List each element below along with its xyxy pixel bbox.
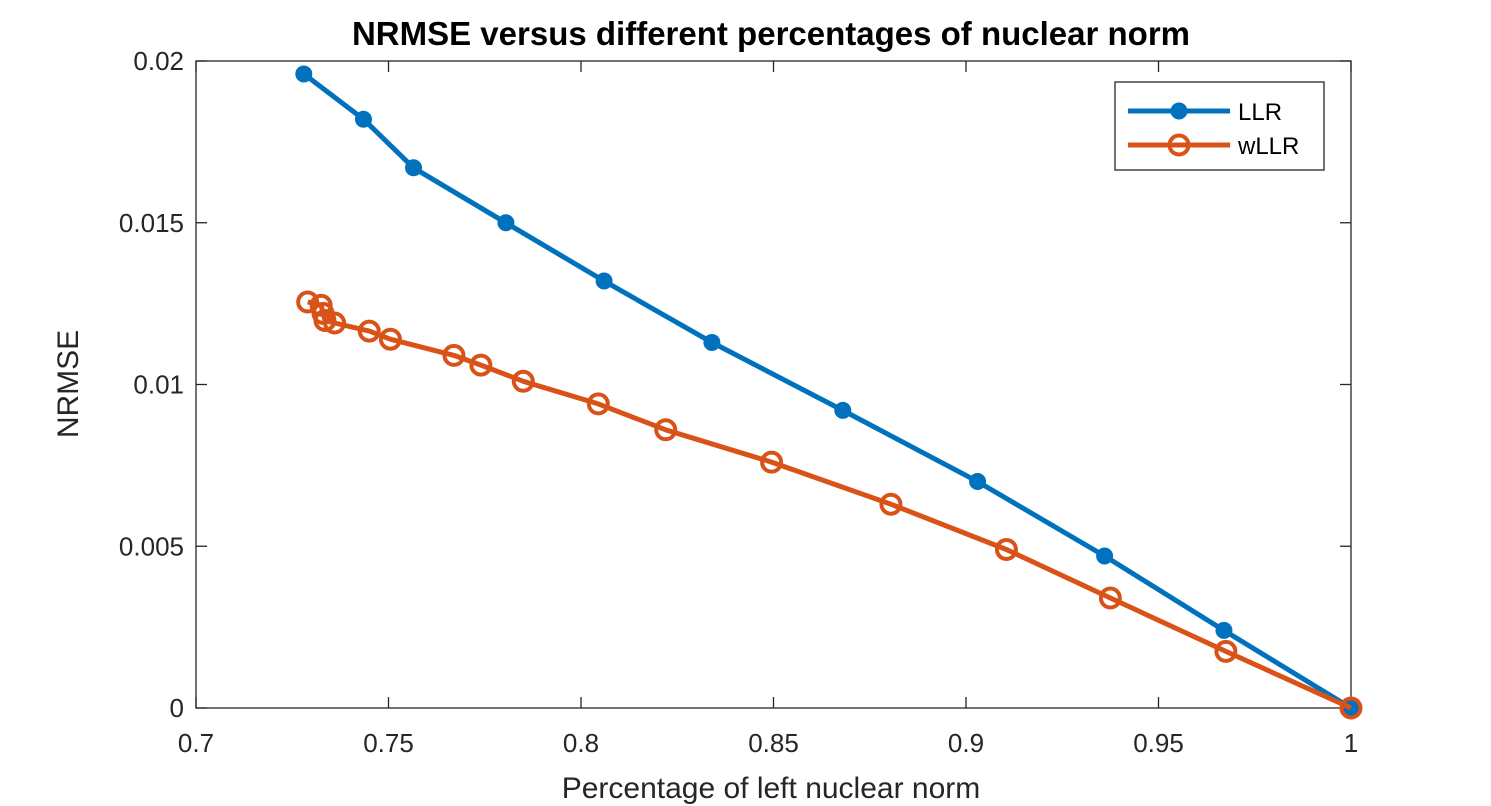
y-tick-label: 0.015 xyxy=(119,208,184,238)
data-point xyxy=(354,110,372,128)
data-point xyxy=(497,214,515,232)
x-tick-label: 0.95 xyxy=(1133,728,1184,758)
data-point xyxy=(834,401,852,419)
x-tick-label: 0.75 xyxy=(363,728,414,758)
data-point xyxy=(1096,547,1114,565)
chart-title: NRMSE versus different percentages of nu… xyxy=(352,15,1190,52)
data-point xyxy=(469,353,493,377)
data-point xyxy=(296,290,320,314)
data-point xyxy=(1214,639,1238,663)
x-tick-label: 0.9 xyxy=(948,728,984,758)
y-tick-label: 0.01 xyxy=(133,370,184,400)
series-layer xyxy=(295,65,1363,720)
data-point xyxy=(994,537,1018,561)
legend-label: LLR xyxy=(1238,99,1282,126)
legend: LLR wLLR xyxy=(1114,81,1325,171)
y-axis: 0 0.005 0.01 0.015 0.02 xyxy=(119,46,1351,723)
legend-item-wllr: wLLR xyxy=(1128,133,1299,160)
data-point xyxy=(1170,102,1188,120)
x-tick-label: 0.7 xyxy=(178,728,214,758)
x-tick-label: 0.85 xyxy=(748,728,799,758)
legend-box xyxy=(1114,81,1325,171)
y-tick-label: 0.005 xyxy=(119,531,184,561)
data-point xyxy=(1098,586,1122,610)
data-point xyxy=(760,450,784,474)
data-point xyxy=(586,392,610,416)
data-point xyxy=(595,272,613,290)
data-point xyxy=(405,159,423,177)
y-tick-label: 0.02 xyxy=(133,46,184,76)
data-point xyxy=(1167,133,1191,157)
legend-item-llr: LLR xyxy=(1128,99,1282,126)
data-point xyxy=(969,473,987,491)
data-point xyxy=(1339,696,1363,720)
data-point xyxy=(511,369,535,393)
data-point xyxy=(295,65,313,83)
x-axis: 0.7 0.75 0.8 0.85 0.9 0.95 1 xyxy=(178,61,1358,758)
data-point xyxy=(654,418,678,442)
y-tick-label: 0 xyxy=(170,693,184,723)
series-wllr xyxy=(296,290,1363,720)
x-axis-label: Percentage of left nuclear norm xyxy=(562,772,981,805)
data-point xyxy=(442,343,466,367)
data-point xyxy=(323,311,347,335)
x-tick-label: 0.8 xyxy=(563,728,599,758)
data-point xyxy=(703,333,721,351)
x-tick-label: 1 xyxy=(1344,728,1358,758)
data-point xyxy=(1215,621,1233,639)
legend-label: wLLR xyxy=(1237,133,1299,160)
data-point xyxy=(879,492,903,516)
data-point xyxy=(357,319,381,343)
data-point xyxy=(378,327,402,351)
data-point xyxy=(313,308,337,332)
y-axis-label: NRMSE xyxy=(52,330,85,438)
